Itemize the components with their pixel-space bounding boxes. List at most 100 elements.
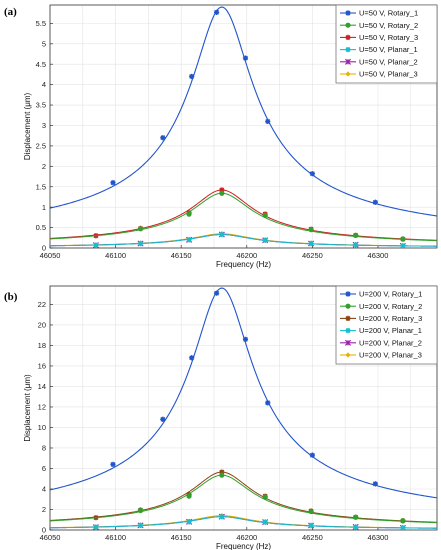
data-point-4 <box>400 525 406 530</box>
y-tick-label: 2 <box>42 162 46 171</box>
y-tick-label: 0 <box>42 526 46 535</box>
series-line-3 <box>50 189 437 241</box>
legend-label-5: U=200 V, Planar_2 <box>359 338 422 347</box>
data-point-2 <box>137 507 144 514</box>
data-point-4 <box>308 522 314 529</box>
legend-marker-3 <box>345 315 351 321</box>
y-tick-label: 5.5 <box>36 19 46 28</box>
data-point-2 <box>262 212 268 218</box>
data-point-4 <box>137 240 144 247</box>
y-tick-label: 6 <box>42 464 46 473</box>
x-tick-label: 46250 <box>302 533 323 542</box>
y-tick-label: 1.5 <box>36 182 46 191</box>
data-point-1 <box>265 400 271 406</box>
data-point-1 <box>110 461 116 467</box>
data-point-4 <box>186 519 192 525</box>
data-point-3 <box>219 187 225 193</box>
legend-marker-6 <box>345 352 351 358</box>
data-point-4 <box>353 242 359 248</box>
legend-label-1: U=200 V, Rotary_1 <box>359 290 422 299</box>
data-point-4 <box>137 522 144 528</box>
chart-panel-1: 46050 46100 46150 46200 46250 46300 0 0.5 1 1.5 2 2… <box>4 4 438 269</box>
series-1 <box>50 287 437 499</box>
gridlines <box>49 5 437 249</box>
x-axis-label: Frequency (Hz) <box>216 542 271 550</box>
x-tick-label: 46200 <box>236 251 257 260</box>
y-tick-label: 4 <box>42 80 46 89</box>
legend-label-5: U=50 V, Planar_2 <box>359 57 418 66</box>
data-point-4 <box>353 524 359 530</box>
y-tick-label: 16 <box>38 362 46 371</box>
data-point-4 <box>93 524 99 530</box>
x-tick-label: 46200 <box>236 533 257 542</box>
panel-label: (b) <box>4 291 18 303</box>
data-point-2 <box>262 494 268 500</box>
data-point-2 <box>137 226 144 232</box>
series-line-1 <box>50 287 437 499</box>
legend-marker-2 <box>345 22 351 28</box>
y-tick-label: 5 <box>42 39 46 48</box>
data-point-2 <box>186 211 192 217</box>
x-tick-label: 46150 <box>171 533 192 542</box>
data-point-4 <box>219 231 225 238</box>
data-point-1 <box>309 171 315 177</box>
data-point-1 <box>372 481 378 487</box>
data-point-1 <box>372 199 378 205</box>
y-tick-label: 0 <box>42 244 46 253</box>
data-point-4 <box>400 243 406 248</box>
legend-marker-5 <box>344 58 352 65</box>
x-tick-label: 46100 <box>105 533 126 542</box>
series-line-3 <box>50 471 437 523</box>
legend-label-2: U=50 V, Rotary_2 <box>359 21 418 30</box>
y-tick-label: 1 <box>42 203 46 212</box>
data-point-1 <box>160 416 166 422</box>
legend-marker-5 <box>344 339 352 346</box>
data-point-1 <box>189 73 195 80</box>
data-point-4 <box>308 240 314 247</box>
data-point-1 <box>214 290 220 296</box>
y-tick-label: 8 <box>42 444 46 453</box>
x-tick-label: 46100 <box>105 251 126 260</box>
series-line-4 <box>50 234 437 247</box>
series-line-4 <box>50 516 437 529</box>
data-point-2 <box>308 508 314 515</box>
y-tick-label: 22 <box>38 300 46 309</box>
legend-label-2: U=200 V, Rotary_2 <box>359 302 422 311</box>
x-tick-label: 46250 <box>302 251 323 260</box>
legend-marker-1 <box>345 291 351 297</box>
y-tick-label: 10 <box>38 423 46 432</box>
y-tick-label: 20 <box>38 321 46 330</box>
x-tick-label: 46150 <box>171 251 192 260</box>
y-tick-label: 3.5 <box>36 101 46 110</box>
series-2 <box>50 190 437 242</box>
data-point-4 <box>219 514 225 520</box>
data-point-2 <box>186 493 192 499</box>
legend-marker-6 <box>345 71 351 77</box>
series-line-1 <box>50 6 437 217</box>
x-axis-label: Frequency (Hz) <box>216 260 271 269</box>
plot-frame <box>49 285 438 531</box>
legend: U=200 V, Rotary_1 U=200 V, Rotary_2 U=200 … <box>335 285 438 365</box>
legend-marker-3 <box>345 34 351 40</box>
data-point-1 <box>189 355 195 361</box>
legend-label-1: U=50 V, Rotary_1 <box>359 9 418 18</box>
data-point-1 <box>214 9 220 15</box>
data-point-1 <box>110 180 116 186</box>
y-tick-label: 12 <box>38 403 46 412</box>
y-axis-label: Displacement (μm) <box>23 93 32 161</box>
data-point-1 <box>242 55 249 61</box>
data-point-2 <box>353 232 359 238</box>
series-2 <box>50 472 437 524</box>
data-point-2 <box>400 236 406 242</box>
data-point-1 <box>265 118 271 124</box>
panel-label: (a) <box>4 6 17 18</box>
data-point-1 <box>160 135 166 141</box>
data-point-4 <box>262 237 268 243</box>
data-point-2 <box>308 227 314 233</box>
x-tick-label: 46300 <box>368 251 389 260</box>
legend-label-6: U=200 V, Planar_3 <box>359 351 422 360</box>
y-tick-label: 2.5 <box>36 141 46 150</box>
x-tick-label: 46300 <box>368 533 389 542</box>
